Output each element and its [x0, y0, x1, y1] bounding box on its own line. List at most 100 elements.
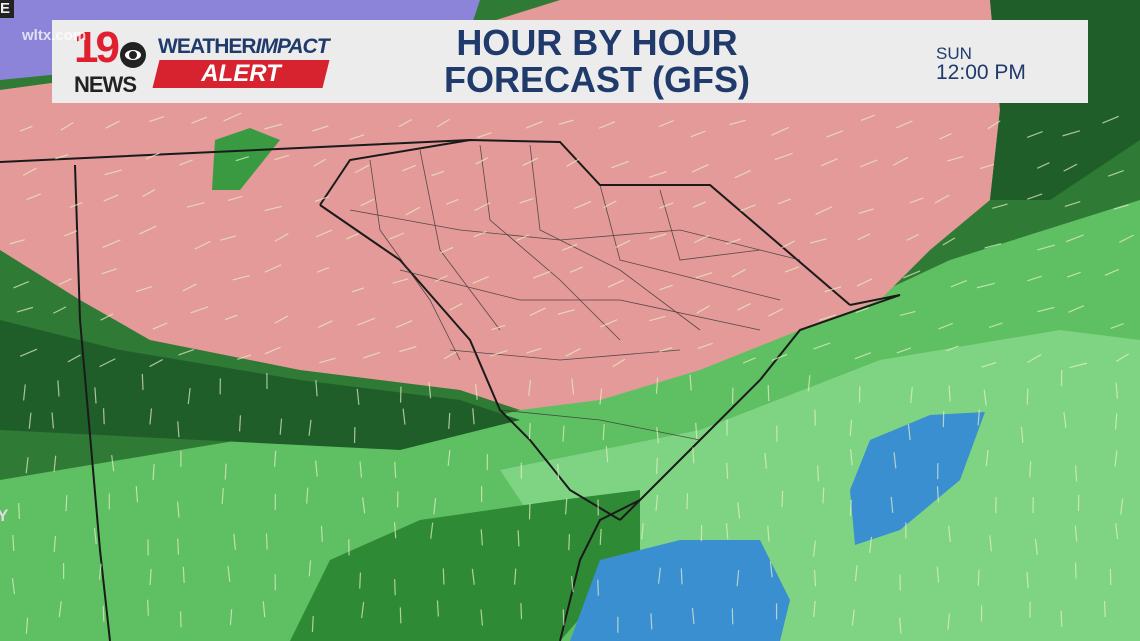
wind-arrow [1037, 306, 1055, 313]
wind-arrow [443, 351, 457, 360]
wind-arrow [93, 527, 97, 545]
wind-arrow [402, 408, 406, 425]
wind-arrow [224, 314, 238, 321]
wind-arrow [899, 617, 902, 634]
wind-arrow [311, 616, 314, 633]
wind-arrow [574, 200, 592, 209]
wind-arrow [221, 488, 224, 505]
wind-arrow [850, 449, 853, 466]
wind-arrow [849, 499, 852, 516]
heavy-rain-blue-1 [570, 540, 790, 641]
wind-arrow [856, 278, 873, 287]
wind-arrow [1102, 115, 1119, 124]
wind-arrow [177, 538, 180, 555]
wind-arrow [936, 486, 940, 503]
wind-arrow [308, 560, 312, 577]
wind-arrow [152, 322, 168, 330]
wind-arrow [1063, 163, 1078, 172]
wind-arrow [1115, 382, 1118, 399]
wind-arrow [147, 599, 149, 616]
wind-arrow [399, 345, 417, 353]
wind-arrow [1060, 610, 1063, 627]
wind-arrow [392, 278, 409, 284]
wind-arrow [692, 447, 695, 464]
wind-arrow [562, 425, 565, 442]
wind-arrow [979, 163, 995, 170]
wind-arrow [274, 315, 289, 324]
wind-arrow [264, 205, 282, 212]
wind-arrow [142, 189, 156, 198]
wind-arrow [977, 569, 980, 586]
wind-arrow [607, 279, 624, 288]
wind-arrow [430, 522, 434, 539]
wind-arrow [854, 565, 858, 582]
wind-arrow [934, 194, 950, 204]
wind-arrow [354, 164, 370, 174]
wind-arrow [12, 534, 15, 552]
wind-arrow [491, 324, 506, 331]
wind-arrow [597, 579, 600, 596]
wind-arrow [519, 197, 534, 204]
wind-arrow [25, 617, 29, 634]
wind-arrow [105, 120, 120, 129]
wind-arrow [768, 308, 784, 317]
wind-arrow [94, 387, 97, 404]
wind-arrow [64, 230, 78, 237]
watermark: wltx.com [22, 27, 87, 44]
wind-arrow [346, 233, 360, 240]
wind-arrow [655, 457, 658, 474]
wind-arrow [737, 303, 751, 311]
wind-arrow [896, 120, 913, 129]
wind-arrow [191, 116, 208, 124]
wind-arrow [402, 164, 417, 172]
wind-arrow [854, 352, 872, 360]
wind-arrow [851, 609, 855, 626]
wind-arrow [179, 611, 182, 628]
wind-arrow [177, 421, 180, 438]
wind-arrow [950, 280, 968, 288]
wind-arrow [725, 238, 741, 245]
brand-impact: IMPACT [255, 35, 330, 58]
wind-arrow [813, 570, 817, 587]
wind-arrow [474, 202, 491, 212]
wind-arrow [58, 278, 72, 286]
wind-arrow [857, 233, 871, 241]
wind-arrow [562, 243, 578, 251]
wind-arrow [447, 449, 451, 467]
wind-arrow [564, 498, 568, 515]
wind-arrow [1103, 600, 1106, 618]
wind-arrow [657, 567, 661, 584]
wind-arrow [1020, 426, 1024, 443]
wind-arrow [612, 358, 626, 368]
wind-arrow [809, 238, 827, 244]
wind-arrow [906, 233, 919, 241]
wind-arrow [265, 533, 268, 550]
wind-arrow [1026, 131, 1043, 139]
wind-arrow [946, 345, 959, 352]
wind-arrow [813, 342, 831, 350]
wind-arrow [264, 264, 282, 273]
wind-arrow [141, 373, 144, 390]
wind-arrow [274, 233, 289, 242]
wind-arrow [229, 609, 233, 626]
wind-arrow [529, 307, 546, 317]
wind-arrow [434, 274, 448, 283]
wind-arrow [1074, 525, 1078, 542]
wind-arrow [449, 303, 463, 311]
wind-arrow [306, 487, 309, 504]
wind-arrow [659, 346, 673, 353]
wind-arrow [557, 309, 575, 315]
wind-arrow [600, 319, 618, 328]
wind-arrow [176, 501, 180, 518]
wind-arrow [740, 204, 756, 212]
wind-arrow [433, 498, 437, 515]
wind-arrow [65, 495, 68, 512]
title-line-1: HOUR BY HOUR [456, 22, 738, 63]
wind-arrow [1063, 412, 1067, 429]
wind-arrow [315, 460, 318, 477]
wind-arrow [659, 202, 674, 209]
wind-arrow [948, 525, 951, 542]
wind-arrow [473, 231, 487, 238]
wind-arrow [235, 156, 249, 162]
wind-arrow [947, 613, 951, 630]
